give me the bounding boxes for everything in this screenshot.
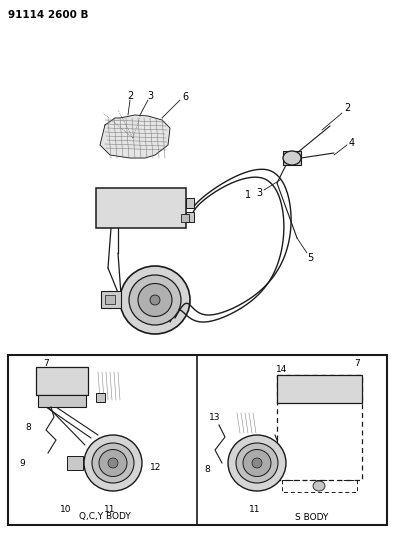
Text: 1: 1 [245, 190, 251, 200]
Bar [96, 188, 186, 228]
Bar [8, 355, 387, 525]
Ellipse shape [243, 449, 271, 477]
Text: 2: 2 [127, 91, 133, 101]
Text: 10: 10 [60, 505, 72, 514]
Ellipse shape [150, 295, 160, 305]
Bar [101, 291, 121, 308]
Ellipse shape [120, 266, 190, 334]
Text: 3: 3 [256, 188, 262, 198]
Text: 8: 8 [25, 423, 31, 432]
Ellipse shape [138, 284, 172, 317]
Ellipse shape [236, 443, 278, 483]
Text: 11: 11 [104, 505, 116, 514]
Bar [96, 393, 105, 402]
Text: 6: 6 [182, 92, 188, 102]
Ellipse shape [313, 481, 325, 491]
Text: Q,C,Y BODY: Q,C,Y BODY [79, 513, 131, 521]
Text: 9: 9 [19, 458, 25, 467]
Text: 8: 8 [204, 465, 210, 474]
Bar [181, 214, 189, 222]
Bar [277, 375, 362, 403]
Ellipse shape [99, 449, 127, 477]
Ellipse shape [92, 443, 134, 483]
Text: 5: 5 [307, 253, 313, 263]
Bar [186, 212, 194, 222]
Text: 3: 3 [147, 91, 153, 101]
Text: 12: 12 [150, 463, 162, 472]
Bar [277, 375, 362, 480]
Text: 91114 2600 B: 91114 2600 B [8, 10, 88, 20]
Text: 2: 2 [344, 103, 350, 113]
Bar [282, 480, 357, 492]
Bar [36, 367, 88, 395]
Ellipse shape [129, 275, 181, 325]
Polygon shape [100, 115, 170, 158]
Bar [67, 456, 83, 470]
Text: 7: 7 [354, 359, 360, 368]
Text: 4: 4 [349, 138, 355, 148]
Ellipse shape [84, 435, 142, 491]
Ellipse shape [252, 458, 262, 468]
Text: 14: 14 [276, 366, 288, 375]
Text: 13: 13 [209, 413, 221, 422]
Ellipse shape [108, 458, 118, 468]
Text: S BODY: S BODY [295, 513, 329, 521]
Bar [186, 198, 194, 208]
Bar [38, 395, 86, 407]
Ellipse shape [283, 151, 301, 165]
Text: 7: 7 [43, 359, 49, 368]
Bar [105, 295, 115, 304]
Bar [283, 151, 301, 165]
Text: 11: 11 [249, 505, 261, 514]
Ellipse shape [228, 435, 286, 491]
